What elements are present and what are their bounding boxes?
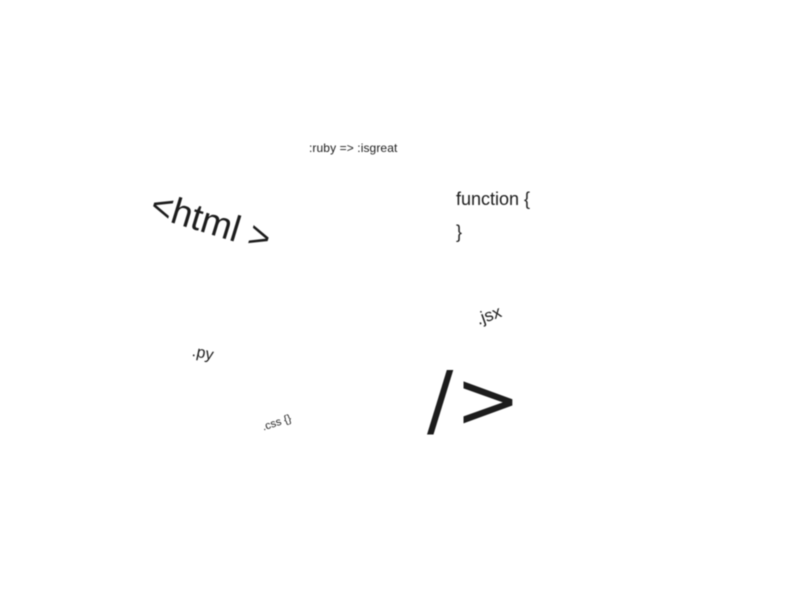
closing-brace: }	[456, 222, 463, 242]
ruby-snippet: :ruby => :isgreat	[309, 141, 398, 155]
py-extension: .py	[190, 342, 215, 365]
jsx-extension: .jsx	[473, 302, 504, 329]
self-closing-tag-glyph: />	[427, 356, 523, 446]
html-tag-text: <html >	[146, 183, 277, 260]
css-snippet: .css {}	[260, 412, 293, 434]
function-snippet: function {	[456, 189, 531, 209]
